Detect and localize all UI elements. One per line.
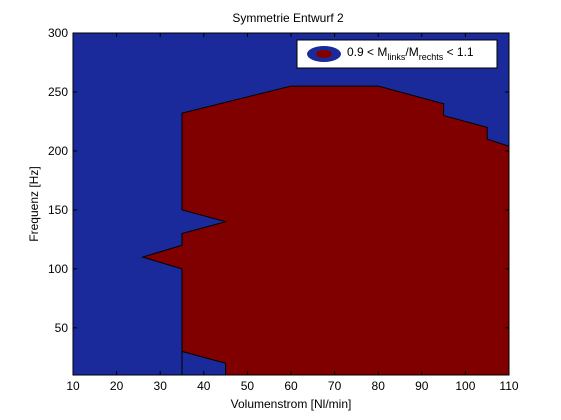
- legend-entry: 0.9 < Mlinks/Mrechts < 1.1: [347, 45, 474, 62]
- legend-suffix: < 1.1: [443, 45, 474, 59]
- y-tick-label: 200: [48, 144, 68, 158]
- y-tick-label: 100: [48, 262, 68, 276]
- x-tick-label: 20: [110, 379, 124, 393]
- y-tick-label: 150: [48, 203, 68, 217]
- legend-sub-links: links: [387, 52, 406, 62]
- y-tick-label: 250: [48, 85, 68, 99]
- y-axis: 50 100 150 200 250 300: [48, 26, 509, 335]
- legend-mid: /M: [405, 45, 418, 59]
- plot-area: [72, 32, 510, 376]
- x-axis-label: Volumenstrom [Nl/min]: [231, 397, 352, 411]
- legend-sub-rechts: rechts: [419, 52, 444, 62]
- x-tick-label: 10: [66, 379, 80, 393]
- x-tick-label: 100: [455, 379, 475, 393]
- x-tick-label: 110: [499, 379, 518, 393]
- filled-region: [141, 85, 510, 376]
- x-axis: 10 20 30 40 50 60 70 80 90 100 110: [66, 33, 519, 393]
- legend-prefix: 0.9 < M: [347, 45, 387, 59]
- x-tick-label: 40: [197, 379, 211, 393]
- x-tick-label: 70: [328, 379, 342, 393]
- y-tick-label: 50: [55, 321, 69, 335]
- legend: 0.9 < Mlinks/Mrechts < 1.1: [296, 39, 498, 69]
- y-axis-label: Frequenz [Hz]: [27, 166, 41, 241]
- y-tick-label: 300: [48, 26, 68, 40]
- x-tick-label: 80: [372, 379, 386, 393]
- chart-title: Symmetrie Entwurf 2: [232, 11, 344, 25]
- x-tick-label: 60: [284, 379, 298, 393]
- x-tick-label: 50: [241, 379, 255, 393]
- legend-swatch-inner: [316, 50, 332, 58]
- x-tick-label: 30: [154, 379, 168, 393]
- x-tick-label: 90: [415, 379, 429, 393]
